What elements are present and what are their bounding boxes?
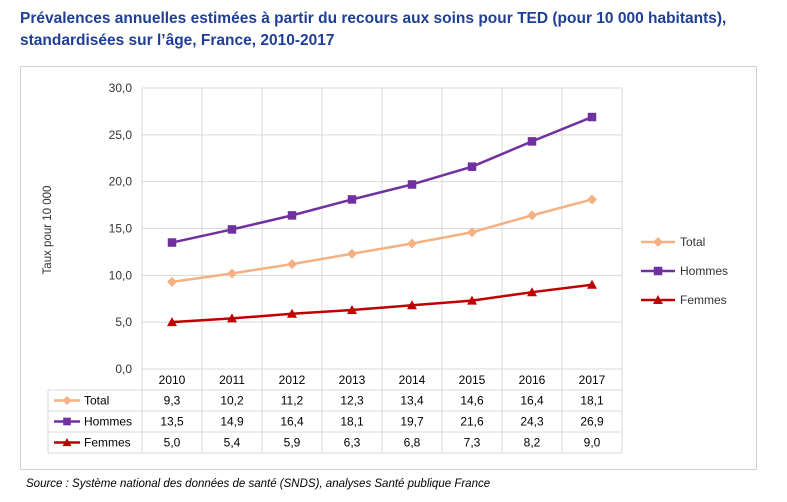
table-key-marker-total bbox=[62, 396, 72, 405]
x-tick-label: 2012 bbox=[279, 373, 306, 387]
x-tick-label: 2016 bbox=[519, 373, 546, 387]
table-cell-hommes: 21,6 bbox=[460, 415, 484, 429]
series-hommes bbox=[167, 112, 597, 247]
series-total bbox=[167, 194, 597, 287]
y-axis: Taux pour 10 000 0,0 5,0 10,0 15,0 20,0 25,0 3… bbox=[42, 81, 132, 376]
table-cell-femmes: 5,9 bbox=[284, 436, 301, 450]
data-point-total bbox=[167, 276, 177, 287]
data-point-hommes bbox=[287, 211, 297, 220]
chart-frame bbox=[20, 66, 757, 470]
data-point-femmes bbox=[227, 313, 237, 323]
x-tick-label: 2010 bbox=[159, 373, 186, 387]
data-table: 2010 2011 2012 2013 2014 2015 2016 2017 Total 9,3… bbox=[47, 369, 623, 454]
legend-label-total: Total bbox=[680, 235, 705, 249]
x-tick-label: 2011 bbox=[219, 373, 245, 387]
y-tick-label: 0,0 bbox=[115, 362, 132, 376]
data-point-femmes bbox=[527, 287, 537, 297]
legend-marker-total bbox=[653, 237, 663, 247]
data-point-hommes bbox=[407, 180, 417, 189]
data-point-hommes bbox=[587, 112, 597, 122]
chart-title: Prévalences annuelles estimées à partir … bbox=[20, 10, 727, 49]
y-tick-label: 15,0 bbox=[109, 222, 133, 236]
y-tick-label: 30,0 bbox=[109, 81, 133, 95]
series-line-femmes bbox=[171, 283, 593, 324]
grid-lines bbox=[141, 87, 623, 370]
table-row-label-total: Total bbox=[84, 394, 109, 408]
y-tick-label: 20,0 bbox=[109, 175, 133, 189]
legend-marker-hommes bbox=[653, 266, 663, 276]
table-cell-hommes: 24,3 bbox=[520, 415, 544, 429]
data-point-total bbox=[287, 259, 297, 270]
line-chart: Taux pour 10 000 0,0 5,0 10,0 15,0 20,0 25,0 3… bbox=[42, 81, 728, 454]
x-tick-label: 2013 bbox=[339, 373, 366, 387]
data-point-femmes bbox=[587, 279, 597, 289]
table-cell-total: 10,2 bbox=[220, 394, 244, 408]
table-cell-hommes: 26,9 bbox=[580, 415, 604, 429]
y-tick-label: 25,0 bbox=[109, 128, 133, 142]
y-tick-label: 10,0 bbox=[109, 268, 133, 282]
table-cell-total: 12,3 bbox=[340, 394, 364, 408]
legend: Total Hommes Femmes bbox=[641, 235, 728, 307]
source-note: Source : Système national des données de… bbox=[26, 478, 491, 490]
table-cell-total: 11,2 bbox=[281, 394, 304, 408]
y-tick-label: 5,0 bbox=[115, 315, 132, 329]
y-axis-label: Taux pour 10 000 bbox=[42, 186, 54, 275]
table-cell-total: 14,6 bbox=[460, 394, 484, 408]
table-cell-femmes: 5,0 bbox=[164, 436, 181, 450]
series-line-total bbox=[171, 198, 593, 284]
data-point-total bbox=[407, 238, 417, 249]
table-key-marker-femmes bbox=[62, 438, 72, 447]
table-cell-hommes: 13,5 bbox=[160, 415, 184, 429]
data-point-femmes bbox=[167, 317, 177, 327]
table-cell-hommes: 16,4 bbox=[280, 415, 304, 429]
table-cell-hommes: 19,7 bbox=[400, 415, 424, 429]
data-point-hommes bbox=[347, 195, 357, 204]
table-cell-hommes: 14,9 bbox=[220, 415, 244, 429]
series-lines bbox=[167, 112, 597, 327]
data-point-femmes bbox=[287, 308, 297, 318]
data-point-femmes bbox=[347, 304, 357, 314]
table-row-label-hommes: Hommes bbox=[84, 415, 132, 429]
table-cell-total: 9,3 bbox=[164, 394, 181, 408]
x-tick-label: 2017 bbox=[579, 373, 606, 387]
table-cell-femmes: 8,2 bbox=[524, 436, 541, 450]
table-key-marker-hommes bbox=[63, 417, 71, 426]
data-point-total bbox=[467, 227, 477, 238]
table-cell-hommes: 18,1 bbox=[340, 415, 364, 429]
legend-label-hommes: Hommes bbox=[680, 264, 728, 278]
x-tick-label: 2014 bbox=[399, 373, 426, 387]
data-point-femmes bbox=[407, 300, 417, 310]
data-point-femmes bbox=[467, 295, 477, 305]
table-cell-femmes: 7,3 bbox=[464, 436, 481, 450]
data-point-total bbox=[347, 248, 357, 259]
table-cell-femmes: 6,3 bbox=[344, 436, 361, 450]
data-point-hommes bbox=[527, 137, 537, 146]
series-line-hommes bbox=[171, 115, 593, 244]
table-cell-femmes: 5,4 bbox=[224, 436, 241, 450]
table-cell-femmes: 9,0 bbox=[584, 436, 601, 450]
table-cell-total: 16,4 bbox=[520, 394, 544, 408]
legend-marker-femmes bbox=[653, 295, 663, 304]
table-row-label-femmes: Femmes bbox=[84, 436, 131, 450]
data-point-total bbox=[587, 194, 597, 205]
table-cell-total: 13,4 bbox=[400, 394, 424, 408]
data-point-total bbox=[227, 268, 237, 279]
table-cell-femmes: 6,8 bbox=[404, 436, 421, 450]
series-femmes bbox=[167, 279, 597, 327]
table-cell-total: 18,1 bbox=[580, 394, 604, 408]
data-point-hommes bbox=[167, 238, 177, 247]
x-tick-label: 2015 bbox=[459, 373, 486, 387]
data-point-total bbox=[527, 210, 537, 221]
data-point-hommes bbox=[227, 225, 237, 234]
data-point-hommes bbox=[467, 162, 477, 171]
legend-label-femmes: Femmes bbox=[680, 293, 727, 307]
